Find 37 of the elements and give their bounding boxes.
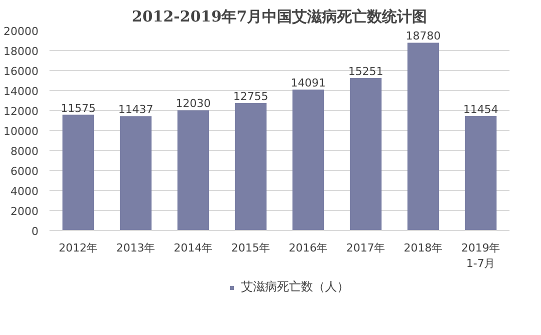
y-tick-label: 2000 [10, 205, 39, 218]
y-tick-label: 12000 [4, 105, 39, 118]
y-tick-label: 6000 [10, 165, 39, 178]
data-label: 11575 [60, 102, 96, 115]
bar [62, 114, 94, 230]
y-tick-label: 16000 [4, 65, 39, 78]
bar [407, 42, 440, 230]
data-label: 12755 [233, 90, 268, 103]
bar [120, 116, 152, 230]
x-tick-label: 2014年 [174, 242, 213, 254]
y-tick-label: 8000 [10, 145, 39, 158]
data-label: 15251 [348, 64, 384, 78]
x-tick-label: 2019年 1-7月 [461, 242, 500, 270]
data-label: 12030 [176, 97, 211, 110]
y-tick-label: 0 [32, 225, 38, 238]
chart-title: 2012-2019年7月中国艾滋病死亡数统计图 [132, 8, 428, 26]
y-tick-label: 18000 [4, 45, 39, 58]
y-tick-label: 20000 [4, 25, 39, 38]
data-label: 11437 [118, 103, 154, 116]
y-tick-label: 10000 [4, 125, 39, 138]
bar [292, 90, 324, 230]
x-tick-label: 2016年 [288, 242, 328, 254]
x-tick-label: 2013年 [116, 242, 156, 254]
data-label: 11454 [463, 102, 498, 116]
data-label: 14091 [290, 76, 326, 90]
legend-label: 艾滋病死亡数（人） [241, 278, 349, 296]
y-tick-label: 4000 [10, 185, 39, 198]
x-tick-label: 2015年 [231, 242, 270, 254]
x-tick-label: 2018年 [404, 242, 443, 254]
data-label: 18780 [406, 30, 441, 43]
y-tick-label: 14000 [4, 85, 39, 98]
x-tick-label: 2012年 [58, 242, 98, 254]
bar [177, 110, 210, 230]
bar [234, 102, 267, 230]
bar [464, 116, 497, 230]
bar [350, 78, 382, 230]
x-tick-label: 2017年 [346, 242, 386, 254]
